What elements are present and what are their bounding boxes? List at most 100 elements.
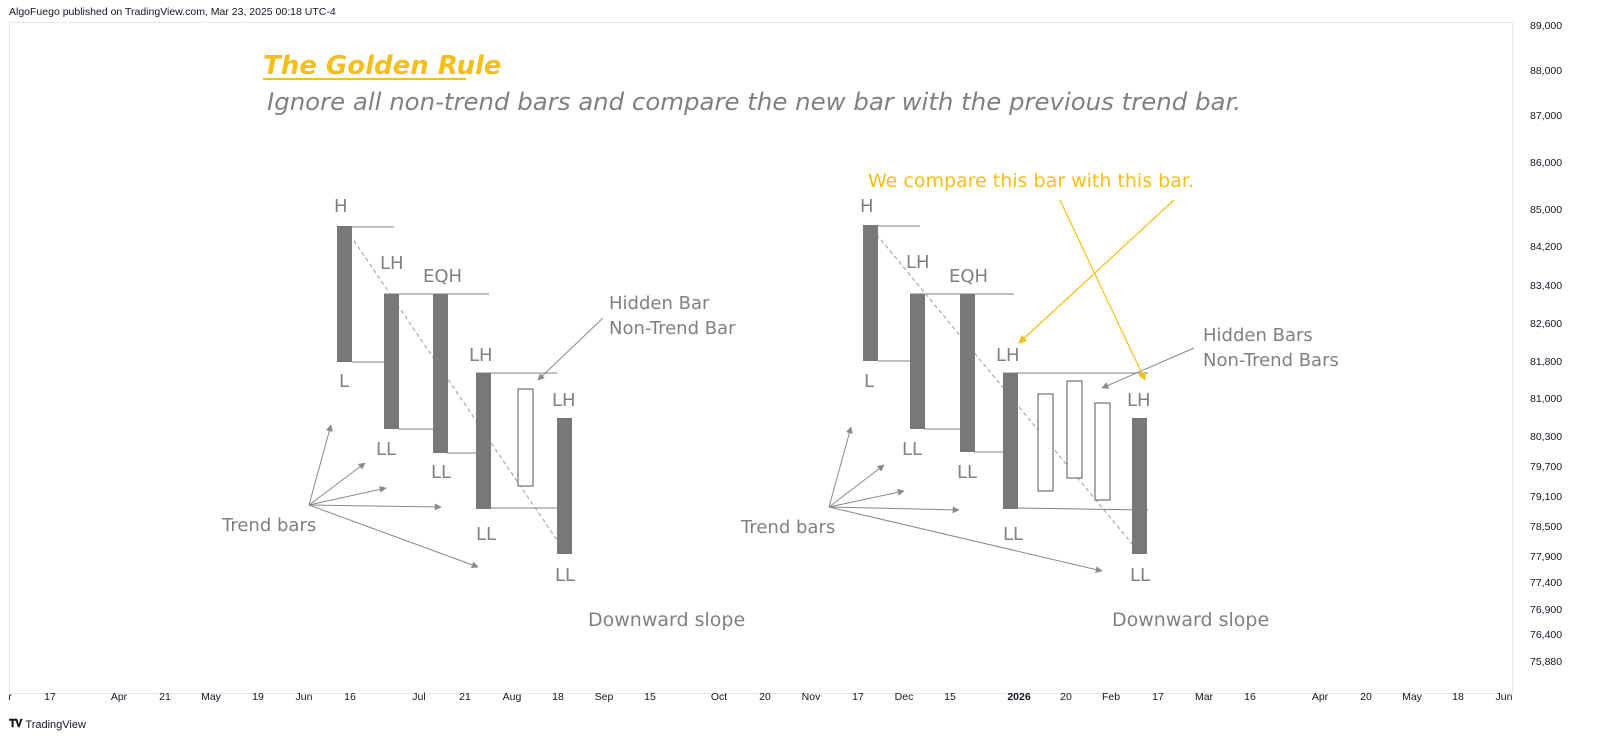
bar-label: LL [902, 439, 922, 460]
price-tick-label: 83,400 [1530, 280, 1563, 292]
hidden-bar [1094, 402, 1111, 501]
time-tick-label: Apr [1311, 691, 1329, 703]
bar-label: LL [431, 462, 451, 483]
compare-arrow [1059, 199, 1146, 381]
price-tick-label: 82,600 [1530, 318, 1563, 330]
time-tick-label: Jun [295, 691, 313, 703]
price-tick-label: 79,700 [1530, 461, 1563, 473]
trend-arrows [828, 426, 1103, 573]
time-tick-label: Oct [710, 691, 728, 703]
bar-label: LH [906, 252, 930, 273]
time-tick-label: 17 [1152, 691, 1164, 703]
hidden-note: Hidden Bars [1203, 325, 1313, 346]
trend-bar [863, 225, 878, 361]
bar-label: EQH [423, 266, 462, 287]
bar-label: LH [380, 253, 404, 274]
price-tick-label: 77,900 [1530, 551, 1563, 563]
footer-brand: TradingView [25, 718, 86, 731]
time-tick-label: Feb [1101, 691, 1121, 703]
trend-bars-label: Trend bars [221, 515, 316, 536]
time-tick-label: May [1402, 691, 1422, 703]
bar-label: LH [469, 345, 493, 366]
trend-bar [384, 294, 399, 429]
price-tick-label: 79,100 [1530, 491, 1563, 503]
chart-subtitle: Ignore all non-trend bars and compare th… [267, 88, 1241, 116]
hidden-arrow [1101, 347, 1195, 389]
time-tick-label: 20 [1060, 691, 1072, 703]
publish-header: AlgoFuego published on TradingView.com, … [9, 6, 336, 18]
trend-bar [910, 294, 925, 429]
hidden-bar [1066, 380, 1083, 479]
bar-label: LL [1130, 565, 1150, 586]
left-diagram: H L LH LL EQH LL LH LL LH LL Hidden Bar … [221, 196, 745, 631]
time-tick-label: 20 [1360, 691, 1372, 703]
chart-overlay: The Golden Rule Ignore all non-trend bar… [221, 51, 1339, 631]
price-tick-label: 75,880 [1530, 656, 1563, 668]
bar-label: LL [1003, 524, 1023, 545]
hidden-note: Non-Trend Bar [609, 318, 736, 339]
bar-label: H [860, 196, 874, 217]
tradingview-logo-icon: 𝐓𝐕 [9, 718, 22, 730]
price-tick-label: 81,000 [1530, 393, 1563, 405]
time-tick-label: 15 [644, 691, 656, 703]
compare-arrow [1018, 199, 1175, 344]
slope-line [871, 228, 1134, 546]
chart-frame[interactable] [9, 22, 1513, 694]
time-tick-label: 2026 [1007, 691, 1031, 703]
trend-bars-label: Trend bars [740, 517, 835, 538]
bar-label: EQH [949, 266, 988, 287]
bar-label: L [339, 371, 349, 392]
trend-bar [960, 294, 975, 452]
time-tick-label: 17 [852, 691, 864, 703]
time-tick-label: 16 [1244, 691, 1256, 703]
time-tick-label: Sep [594, 691, 614, 703]
hidden-note: Hidden Bar [609, 293, 710, 314]
bar-label: H [334, 196, 348, 217]
trend-arrows [308, 424, 479, 569]
price-tick-label: 76,400 [1530, 629, 1563, 641]
bar-label: LL [555, 565, 575, 586]
price-tick-label: 81,800 [1530, 356, 1563, 368]
time-tick-label: 15 [944, 691, 956, 703]
bar-label: LL [376, 439, 396, 460]
price-tick-label: 78,500 [1530, 521, 1563, 533]
price-tick-label: 86,000 [1530, 157, 1563, 169]
trend-bar [1132, 418, 1147, 554]
price-tick-label: 87,000 [1530, 110, 1563, 122]
time-tick-label: 18 [1452, 691, 1464, 703]
trend-bar [1003, 373, 1018, 509]
trend-bar [476, 373, 491, 509]
time-tick-label: 21 [459, 691, 471, 703]
time-tick-label: 16 [344, 691, 356, 703]
slope-label: Downward slope [1112, 609, 1269, 631]
bar-label: LH [552, 390, 576, 411]
bar-label: LL [957, 462, 977, 483]
time-tick-label: Jul [412, 691, 426, 703]
bar-label: LH [996, 345, 1020, 366]
price-tick-label: 77,400 [1530, 577, 1563, 589]
time-tick-label: Mar [1194, 691, 1214, 703]
hidden-bar [517, 388, 534, 487]
price-tick-label: 84,200 [1530, 241, 1563, 253]
footer[interactable]: 𝐓𝐕 TradingView [9, 718, 86, 731]
chart-title: The Golden Rule [263, 51, 502, 81]
time-tick-label: 21 [159, 691, 171, 703]
time-tick-label: 19 [252, 691, 264, 703]
time-tick-label: r [8, 691, 12, 703]
hidden-arrow [537, 317, 604, 381]
time-tick-label: Dec [894, 691, 914, 703]
right-diagram: H L LH LL EQH LL LH LL LH LL Hidden Bars… [740, 170, 1339, 631]
compare-note: We compare this bar with this bar. [868, 170, 1194, 192]
trend-bar [337, 226, 352, 362]
bar-label: L [864, 371, 874, 392]
time-tick-label: Apr [110, 691, 128, 703]
time-tick-label: 18 [552, 691, 564, 703]
price-tick-label: 89,000 [1530, 20, 1563, 32]
price-tick-label: 80,300 [1530, 431, 1563, 443]
level-line [1017, 507, 1149, 511]
time-tick-label: 20 [759, 691, 771, 703]
hidden-note: Non-Trend Bars [1203, 350, 1339, 371]
time-tick-label: Aug [502, 691, 522, 703]
time-tick-label: Nov [801, 691, 821, 703]
bar-label: LL [476, 524, 496, 545]
